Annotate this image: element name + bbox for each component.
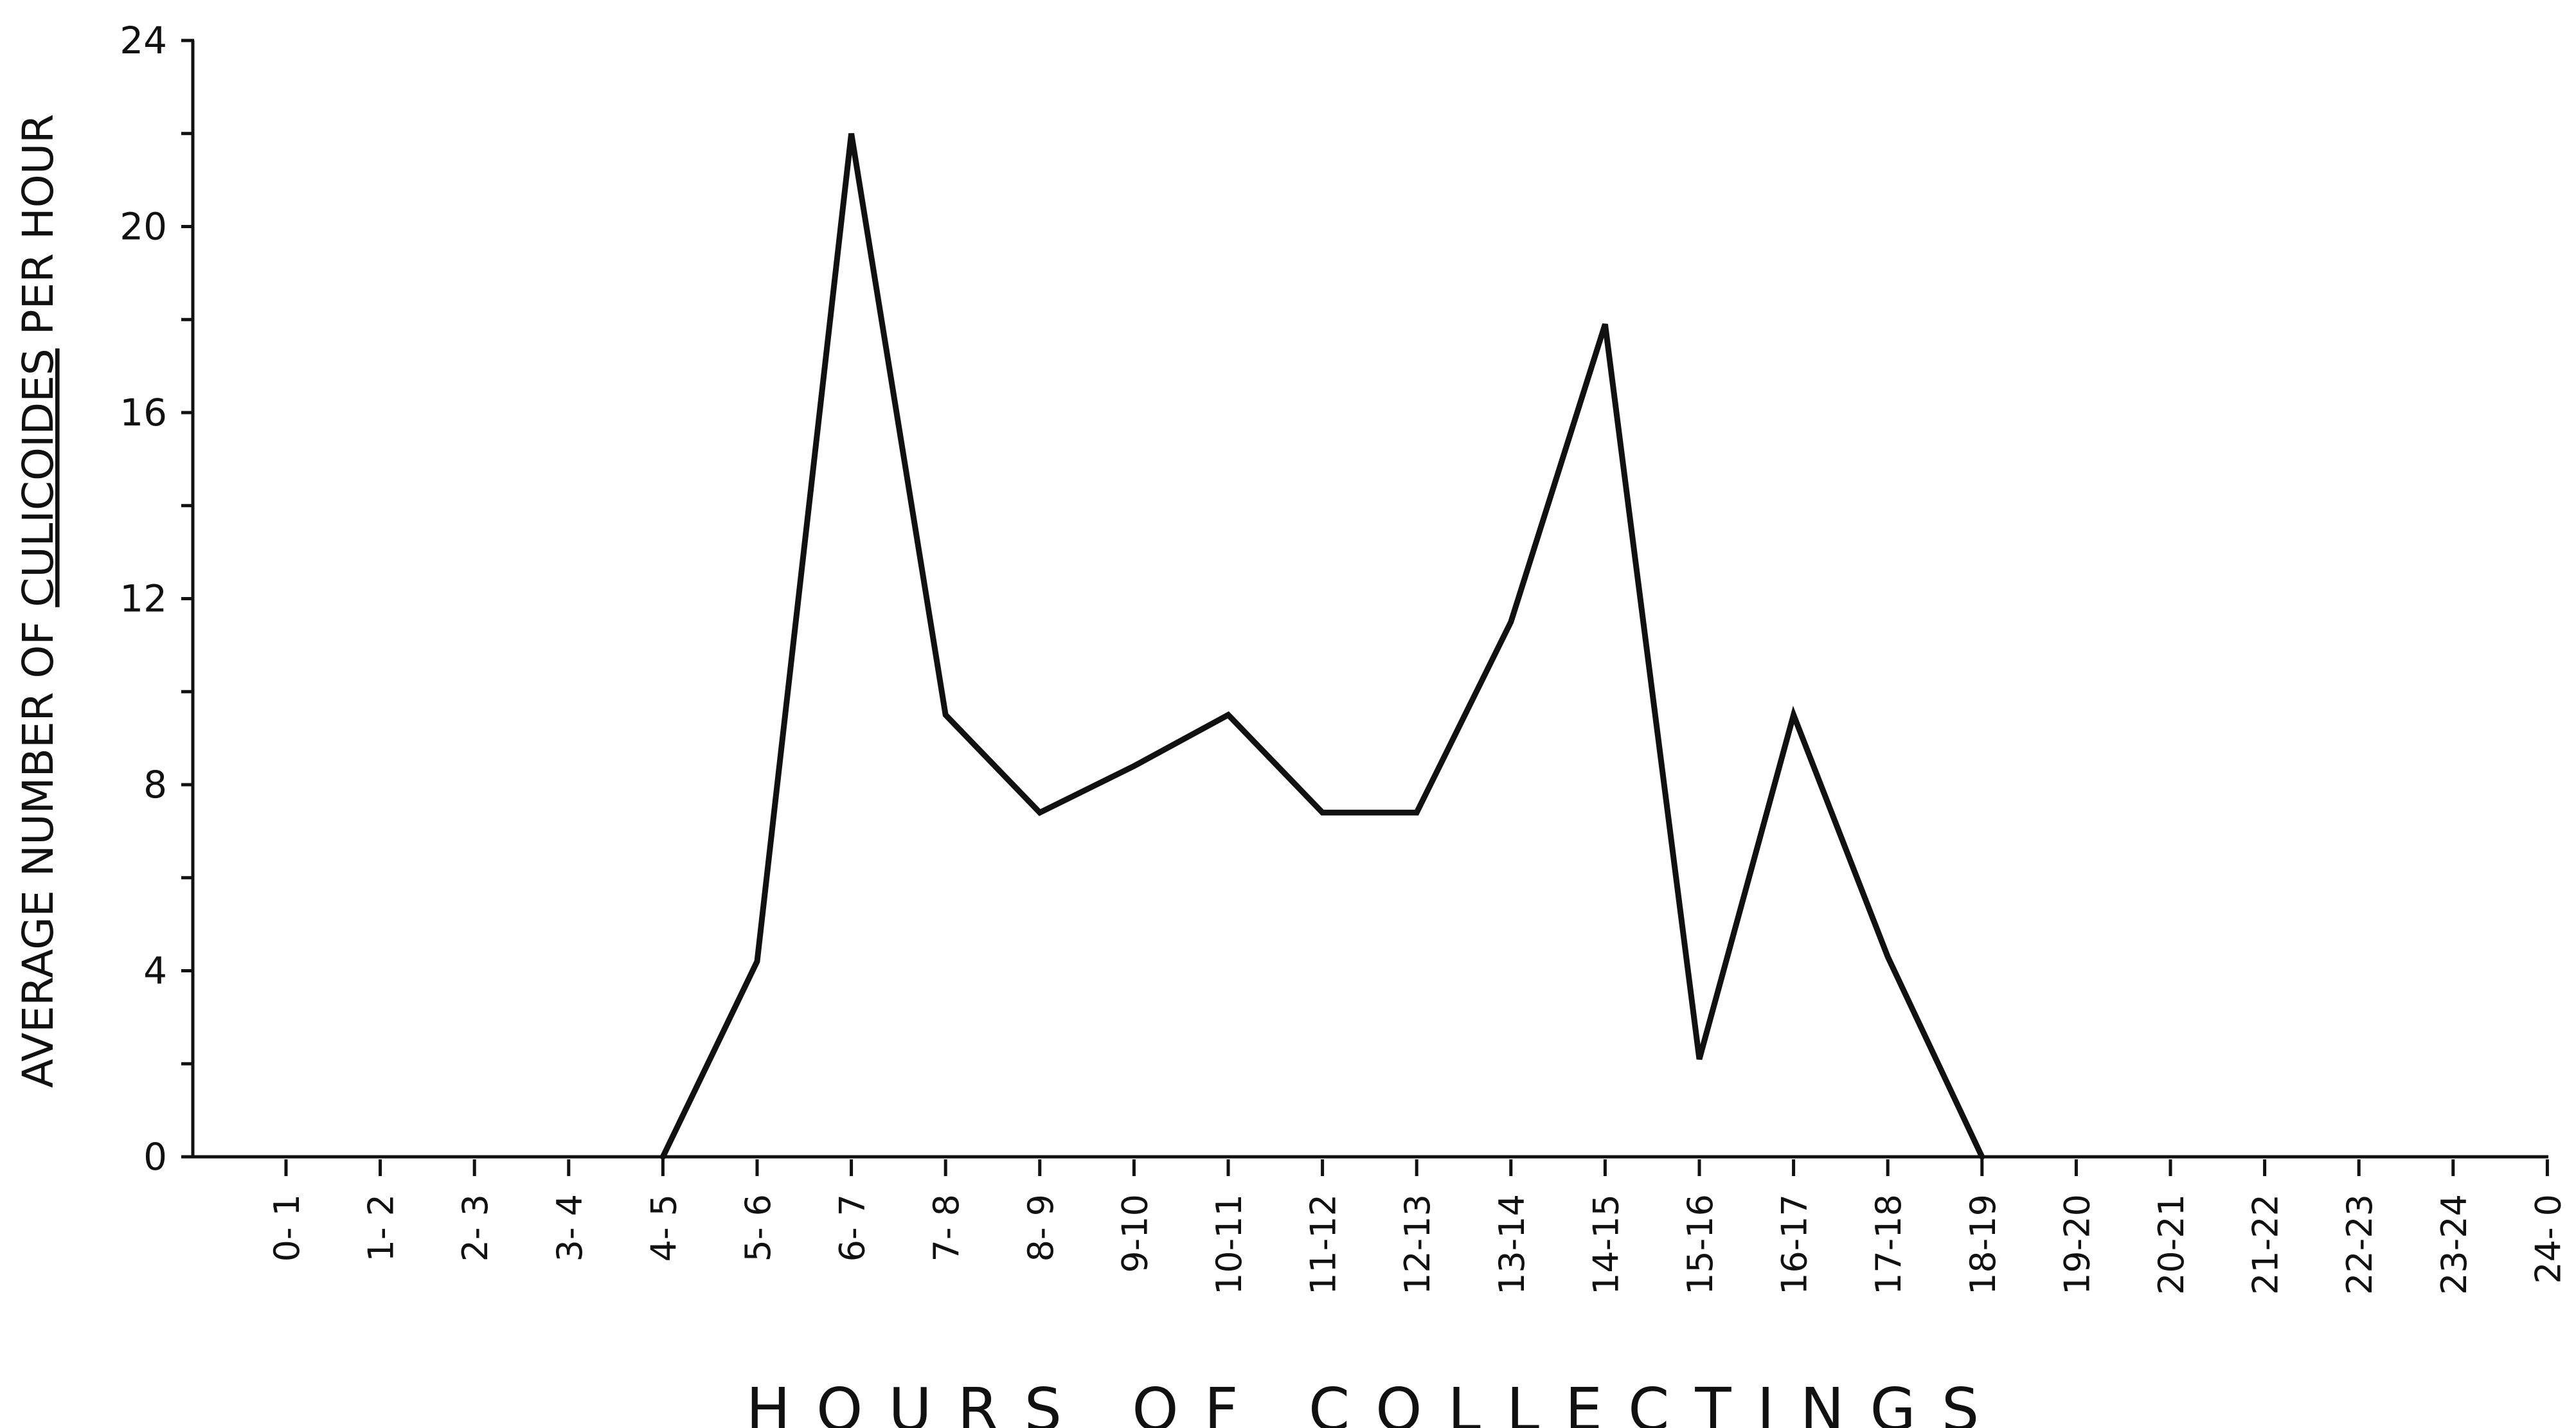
y-tick-label: 12 <box>120 577 167 621</box>
y-ticks: 0 4 8 12 16 20 24 <box>120 19 194 1179</box>
x-tick-label: 4- 5 <box>643 1194 684 1262</box>
y-tick-label: 8 <box>143 763 167 807</box>
x-tick-label: 10-11 <box>1209 1194 1249 1295</box>
y-axis-label: AVERAGE NUMBER OF CULICOIDES PER HOUR <box>13 114 63 1088</box>
x-tick-label: 7- 8 <box>926 1194 967 1262</box>
y-axis-label-prefix: AVERAGE NUMBER OF <box>13 607 63 1088</box>
x-tick-label: 17-18 <box>1868 1194 1909 1295</box>
y-axis-label-suffix: PER HOUR <box>13 114 63 348</box>
x-ticks: 0- 1 1- 2 2- 3 3- 4 4- 5 5- 6 6- 7 7- 8 8- 9 9-10… <box>267 1159 2568 1295</box>
x-tick-label: 0- 1 <box>267 1194 307 1262</box>
x-tick-label: 24- 0 <box>2528 1194 2568 1284</box>
x-tick-label: 12-13 <box>1397 1194 1438 1295</box>
x-tick-label: 22-23 <box>2339 1194 2380 1295</box>
x-tick-label: 14-15 <box>1586 1194 1626 1295</box>
x-tick-label: 15-16 <box>1680 1194 1721 1295</box>
y-tick-label: 20 <box>120 205 167 249</box>
x-tick-label: 6- 7 <box>832 1194 873 1262</box>
series-group <box>659 133 1985 1160</box>
axes <box>191 40 2548 1159</box>
x-tick-label: 1- 2 <box>361 1194 402 1262</box>
x-tick-label: 3- 4 <box>550 1194 590 1262</box>
x-tick-label: 8- 9 <box>1021 1194 1061 1262</box>
x-tick-label: 21-22 <box>2246 1194 2286 1295</box>
x-tick-label: 13-14 <box>1492 1194 1532 1295</box>
x-tick-label: 11-12 <box>1303 1194 1344 1295</box>
x-tick-label: 16-17 <box>1775 1194 1815 1295</box>
y-tick-label: 16 <box>120 391 167 434</box>
x-tick-label: 19-20 <box>2057 1194 2097 1295</box>
y-axis-label-emphasis: CULICOIDES <box>13 348 63 607</box>
y-tick-label: 4 <box>143 949 167 993</box>
y-tick-label: 24 <box>120 19 167 62</box>
axis-labels: AVERAGE NUMBER OF CULICOIDES PER HOUR HO… <box>13 114 2005 1428</box>
x-tick-label: 20-21 <box>2151 1194 2192 1295</box>
x-tick-label: 23-24 <box>2434 1194 2474 1295</box>
y-tick-label: 0 <box>143 1135 167 1179</box>
x-tick-label: 2- 3 <box>455 1194 496 1262</box>
x-tick-label: 9-10 <box>1114 1194 1155 1273</box>
x-axis-label: HOURS OF COLLECTINGS <box>746 1375 2005 1428</box>
x-tick-label: 18-19 <box>1963 1194 2003 1295</box>
series-line <box>659 133 1985 1160</box>
x-tick-label: 5- 6 <box>738 1194 778 1262</box>
